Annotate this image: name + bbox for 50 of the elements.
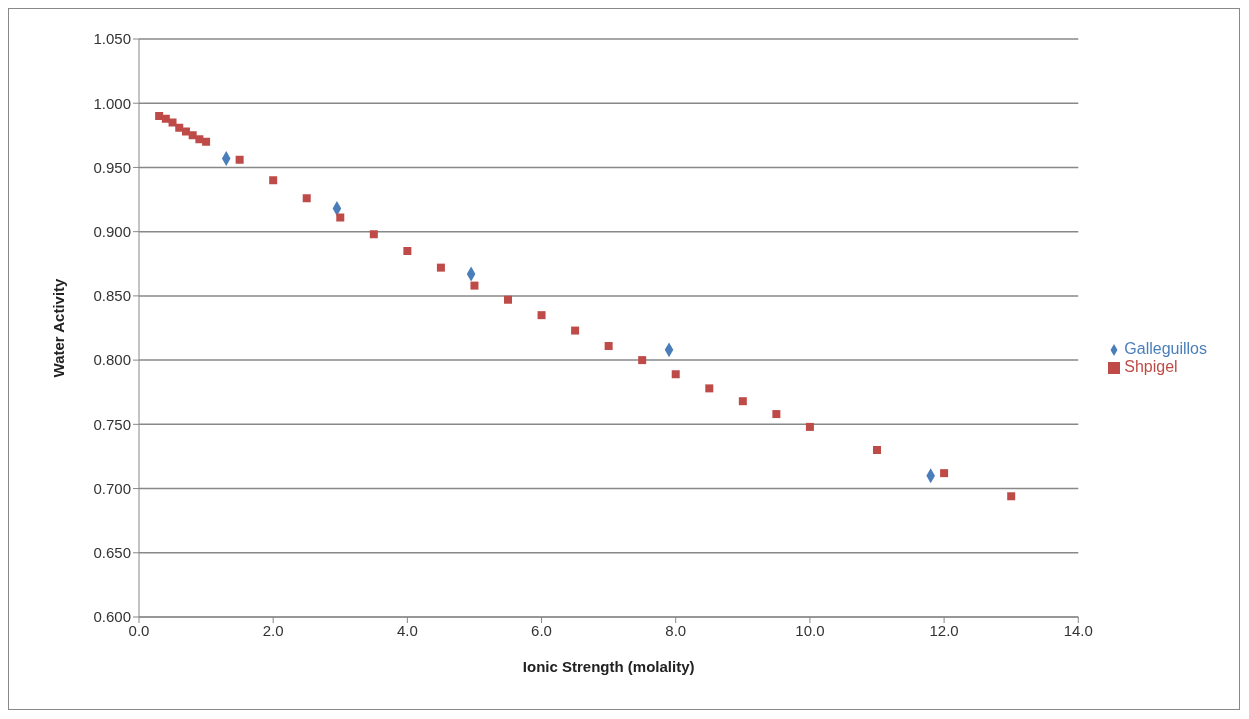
x-tick-label: 14.0 [1063, 621, 1093, 639]
point [940, 469, 949, 478]
point [155, 112, 164, 121]
x-tick-label: 10.0 [795, 621, 825, 639]
point [302, 194, 311, 203]
point [269, 176, 278, 185]
x-axis-title: Ionic Strength (molality) [522, 658, 695, 675]
point [1007, 492, 1016, 501]
point [738, 397, 747, 406]
point [235, 155, 244, 164]
point [181, 127, 190, 136]
point [202, 137, 211, 146]
legend-label: Galleguillos [1124, 340, 1207, 357]
point [873, 446, 882, 455]
point [805, 422, 814, 431]
point [604, 341, 613, 350]
y-tick-label: 0.600 [93, 608, 131, 626]
x-tick-label: 4.0 [396, 621, 418, 639]
point [504, 295, 512, 304]
point [369, 230, 378, 239]
point [175, 123, 184, 132]
point [571, 326, 580, 335]
y-axis-title: Water Activity [50, 277, 68, 378]
point [161, 114, 170, 123]
point [772, 410, 781, 419]
y-tick-label: 1.000 [93, 94, 131, 112]
y-tick-label: 0.700 [93, 479, 131, 497]
point [671, 370, 680, 379]
y-tick-label: 0.750 [93, 415, 131, 433]
x-tick-label: 2.0 [262, 621, 284, 639]
point [638, 356, 647, 365]
point [168, 118, 177, 127]
point [470, 281, 479, 290]
y-tick-label: 0.650 [93, 544, 131, 562]
x-tick-label: 0.0 [128, 621, 150, 639]
y-tick-label: 0.900 [93, 222, 131, 240]
point [537, 311, 546, 320]
point [436, 263, 445, 272]
point [705, 384, 714, 393]
x-tick-label: 6.0 [531, 621, 552, 639]
y-tick-label: 1.050 [93, 30, 131, 48]
point [336, 213, 345, 222]
y-tick-label: 0.950 [93, 158, 131, 176]
point [195, 135, 204, 144]
y-tick-label: 0.850 [93, 287, 131, 305]
legend-label: Shpigel [1124, 358, 1178, 375]
x-tick-label: 8.0 [665, 621, 687, 639]
y-tick-label: 0.800 [93, 351, 131, 369]
point [403, 246, 412, 255]
x-tick-label: 12.0 [929, 621, 959, 639]
